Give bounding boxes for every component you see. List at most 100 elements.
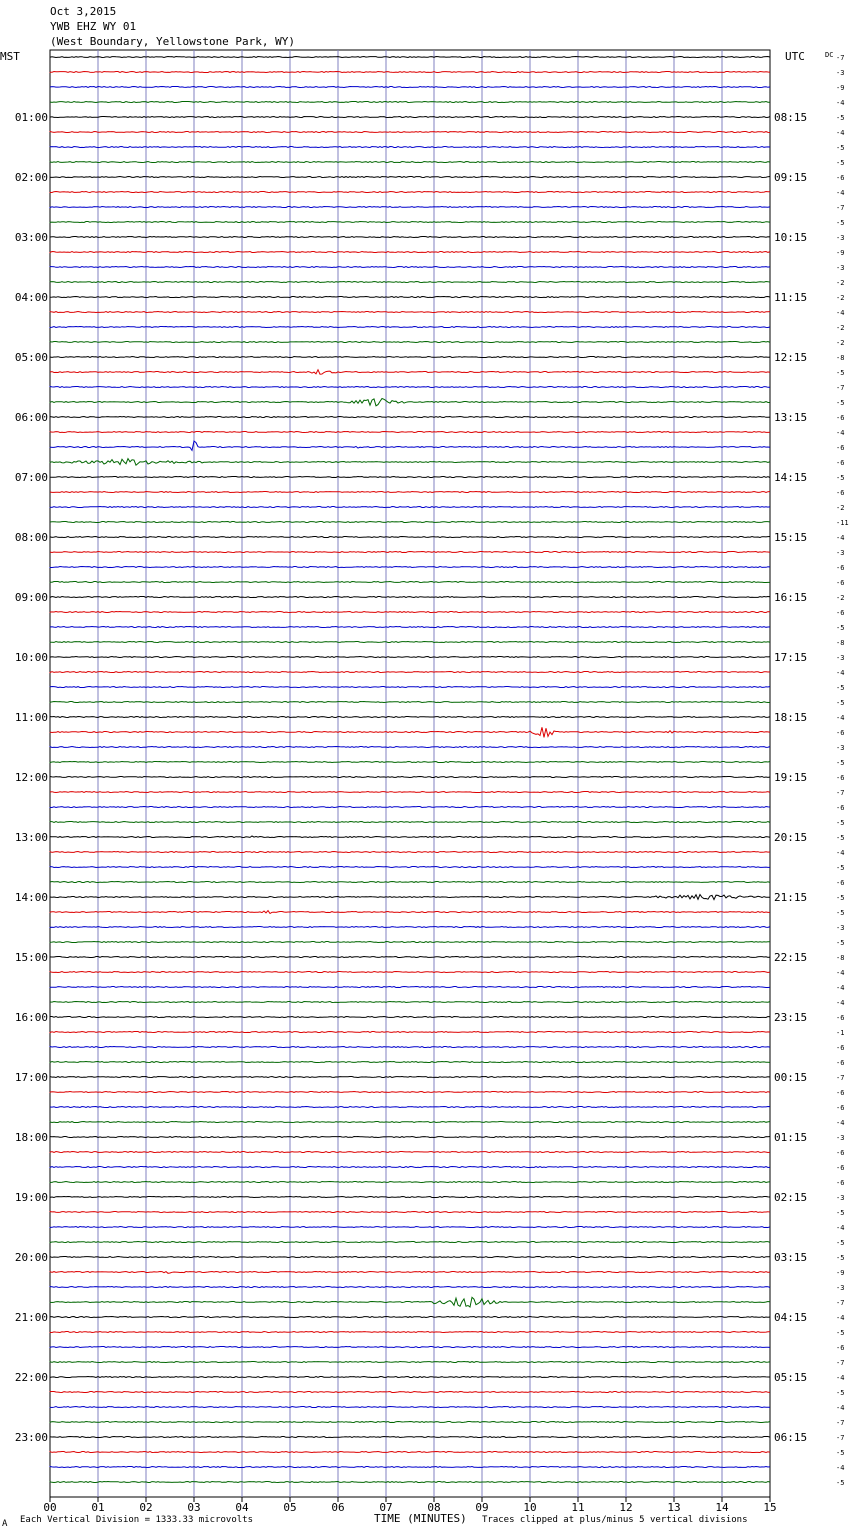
seismic-trace: [49, 130, 771, 134]
seismic-trace: [49, 940, 771, 944]
dc-offset-label: -5: [836, 819, 844, 827]
dc-offset-label: -4: [836, 99, 844, 107]
seismic-trace: [49, 727, 771, 738]
dc-offset-label: -5: [836, 894, 844, 902]
seismic-trace: [49, 1270, 771, 1274]
seismic-trace: [49, 1180, 771, 1184]
hour-label-left: 12:00: [15, 771, 48, 784]
dc-offset-label: -5: [836, 369, 844, 377]
seismic-trace: [49, 970, 771, 974]
dc-offset-label: -6: [836, 1059, 844, 1067]
seismic-trace: [49, 1225, 771, 1229]
dc-offset-label: -6: [836, 1014, 844, 1022]
dc-offset-label: -8: [836, 639, 844, 647]
hour-label-right: 16:15: [774, 591, 807, 604]
dc-offset-label: -6: [836, 609, 844, 617]
seismic-trace: [49, 295, 771, 299]
dc-offset-label: -8: [836, 354, 844, 362]
dc-offset-label: -3: [836, 654, 844, 662]
hour-label-right: 15:15: [774, 531, 807, 544]
seismic-trace: [49, 1195, 771, 1199]
dc-offset-label: -7: [836, 54, 844, 62]
dc-offset-label: -4: [836, 969, 844, 977]
x-tick-label: 08: [427, 1501, 440, 1514]
dc-offset-label: -1: [836, 1029, 844, 1037]
hour-label-left: 16:00: [15, 1011, 48, 1024]
dc-offset-label: -6: [836, 1149, 844, 1157]
dc-offset-label: -5: [836, 219, 844, 227]
corner-mark: A: [2, 1519, 8, 1529]
dc-offset-label: -6: [836, 1179, 844, 1187]
dc-offset-label: -6: [836, 564, 844, 572]
seismic-trace: [49, 1060, 771, 1064]
dc-offset-label: -5: [836, 1254, 844, 1262]
seismic-trace: [49, 685, 771, 689]
seismic-trace: [49, 325, 771, 329]
hour-label-right: 19:15: [774, 771, 807, 784]
hour-label-right: 11:15: [774, 291, 807, 304]
seismic-trace: [49, 505, 771, 509]
x-tick-label: 01: [91, 1501, 104, 1514]
hour-label-right: 14:15: [774, 471, 807, 484]
seismic-trace: [49, 805, 771, 809]
x-tick-label: 12: [619, 1501, 632, 1514]
dc-offset-label: -7: [836, 1434, 844, 1442]
hour-label-right: 18:15: [774, 711, 807, 724]
seismic-trace: [49, 190, 771, 194]
seismic-trace: [49, 55, 771, 59]
dc-offset-label: -7: [836, 1074, 844, 1082]
dc-offset-label: -4: [836, 1224, 844, 1232]
dc-offset-label: -4: [836, 1119, 844, 1127]
seismic-trace: [49, 415, 771, 419]
hour-label-right: 03:15: [774, 1251, 807, 1264]
hour-label-left: 07:00: [15, 471, 48, 484]
seismic-trace: [49, 595, 771, 599]
dc-offset-label: -5: [836, 909, 844, 917]
dc-label: DC: [825, 51, 833, 59]
dc-offset-label: -6: [836, 444, 844, 452]
dc-offset-label: -5: [836, 399, 844, 407]
seismic-trace: [49, 760, 771, 764]
dc-offset-label: -4: [836, 309, 844, 317]
dc-offset-label: -5: [836, 1449, 844, 1457]
seismic-trace: [49, 475, 771, 479]
seismic-trace: [49, 280, 771, 284]
seismic-trace: [49, 1390, 771, 1394]
seismic-trace: [49, 565, 771, 569]
hour-label-left: 10:00: [15, 651, 48, 664]
hour-label-right: 20:15: [774, 831, 807, 844]
clip-note: Traces clipped at plus/minus 5 vertical …: [482, 1515, 748, 1525]
hour-label-right: 02:15: [774, 1191, 807, 1204]
hour-label-right: 22:15: [774, 951, 807, 964]
seismic-trace: [49, 893, 771, 901]
hour-label-left: 01:00: [15, 111, 48, 124]
seismic-trace: [49, 430, 771, 434]
dc-offset-label: -5: [836, 159, 844, 167]
dc-offset-label: -5: [836, 1209, 844, 1217]
seismic-trace: [49, 655, 771, 659]
seismic-trace: [49, 535, 771, 539]
seismic-trace: [49, 1315, 771, 1319]
seismic-trace: [49, 440, 771, 452]
seismic-trace: [49, 1165, 771, 1169]
dc-offset-label: -3: [836, 1284, 844, 1292]
seismic-trace: [49, 925, 771, 929]
seismic-trace: [49, 640, 771, 644]
dc-offset-label: -6: [836, 489, 844, 497]
seismic-trace: [49, 670, 771, 674]
dc-offset-label: -6: [836, 804, 844, 812]
dc-offset-label: -5: [836, 1239, 844, 1247]
seismic-trace: [49, 1480, 771, 1484]
seismic-trace: [49, 1375, 770, 1379]
right-timezone-label: UTC: [785, 50, 805, 63]
x-tick-label: 07: [379, 1501, 392, 1514]
hour-label-right: 13:15: [774, 411, 807, 424]
dc-offset-label: -4: [836, 999, 844, 1007]
hour-label-left: 11:00: [15, 711, 48, 724]
hour-label-left: 15:00: [15, 951, 48, 964]
seismic-trace: [49, 235, 771, 239]
hour-label-left: 19:00: [15, 1191, 48, 1204]
dc-offset-label: -2: [836, 279, 844, 287]
seismic-trace: [49, 790, 771, 794]
x-tick-label: 11: [571, 1501, 584, 1514]
